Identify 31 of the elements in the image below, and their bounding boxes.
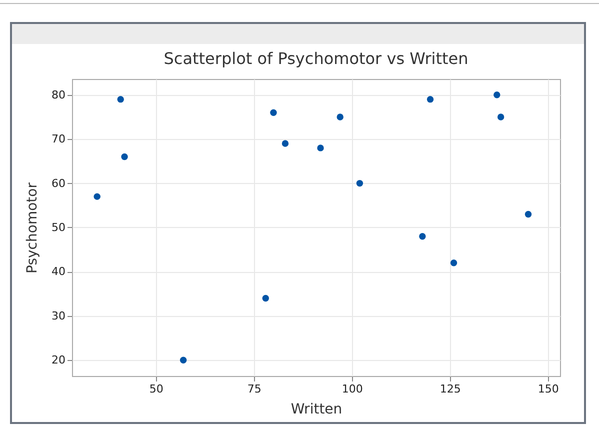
point <box>426 96 434 103</box>
y-tick-label: 50 <box>52 221 66 234</box>
point <box>282 140 289 147</box>
point <box>94 193 100 200</box>
point <box>419 232 426 240</box>
y-tick-label: 80 <box>52 88 66 102</box>
chart-title: Scatterplot of Psychomotor vs Written <box>164 49 468 68</box>
point <box>121 153 128 160</box>
y-tick-label: 30 <box>52 309 66 322</box>
point <box>317 144 324 152</box>
point <box>117 96 124 103</box>
point <box>450 260 458 266</box>
point <box>262 294 269 302</box>
point <box>524 210 532 218</box>
x-tick-label: 50 <box>149 382 164 396</box>
point <box>336 114 344 120</box>
point <box>270 109 277 116</box>
point <box>497 114 504 120</box>
point <box>180 356 187 364</box>
y-tick-label: 40 <box>52 265 66 278</box>
point <box>356 180 364 187</box>
y-axis-title: Psychomotor <box>24 182 41 274</box>
x-tick-label: 150 <box>538 382 559 396</box>
y-tick-label: 20 <box>52 354 66 367</box>
y-tick-label: 60 <box>52 176 66 190</box>
y-tick-label: 70 <box>52 132 66 146</box>
x-axis-title: Written <box>290 402 342 418</box>
x-tick-label: 125 <box>440 382 461 396</box>
point <box>494 92 500 98</box>
x-tick-label: 100 <box>342 382 363 396</box>
x-tick-label: 75 <box>247 382 262 396</box>
